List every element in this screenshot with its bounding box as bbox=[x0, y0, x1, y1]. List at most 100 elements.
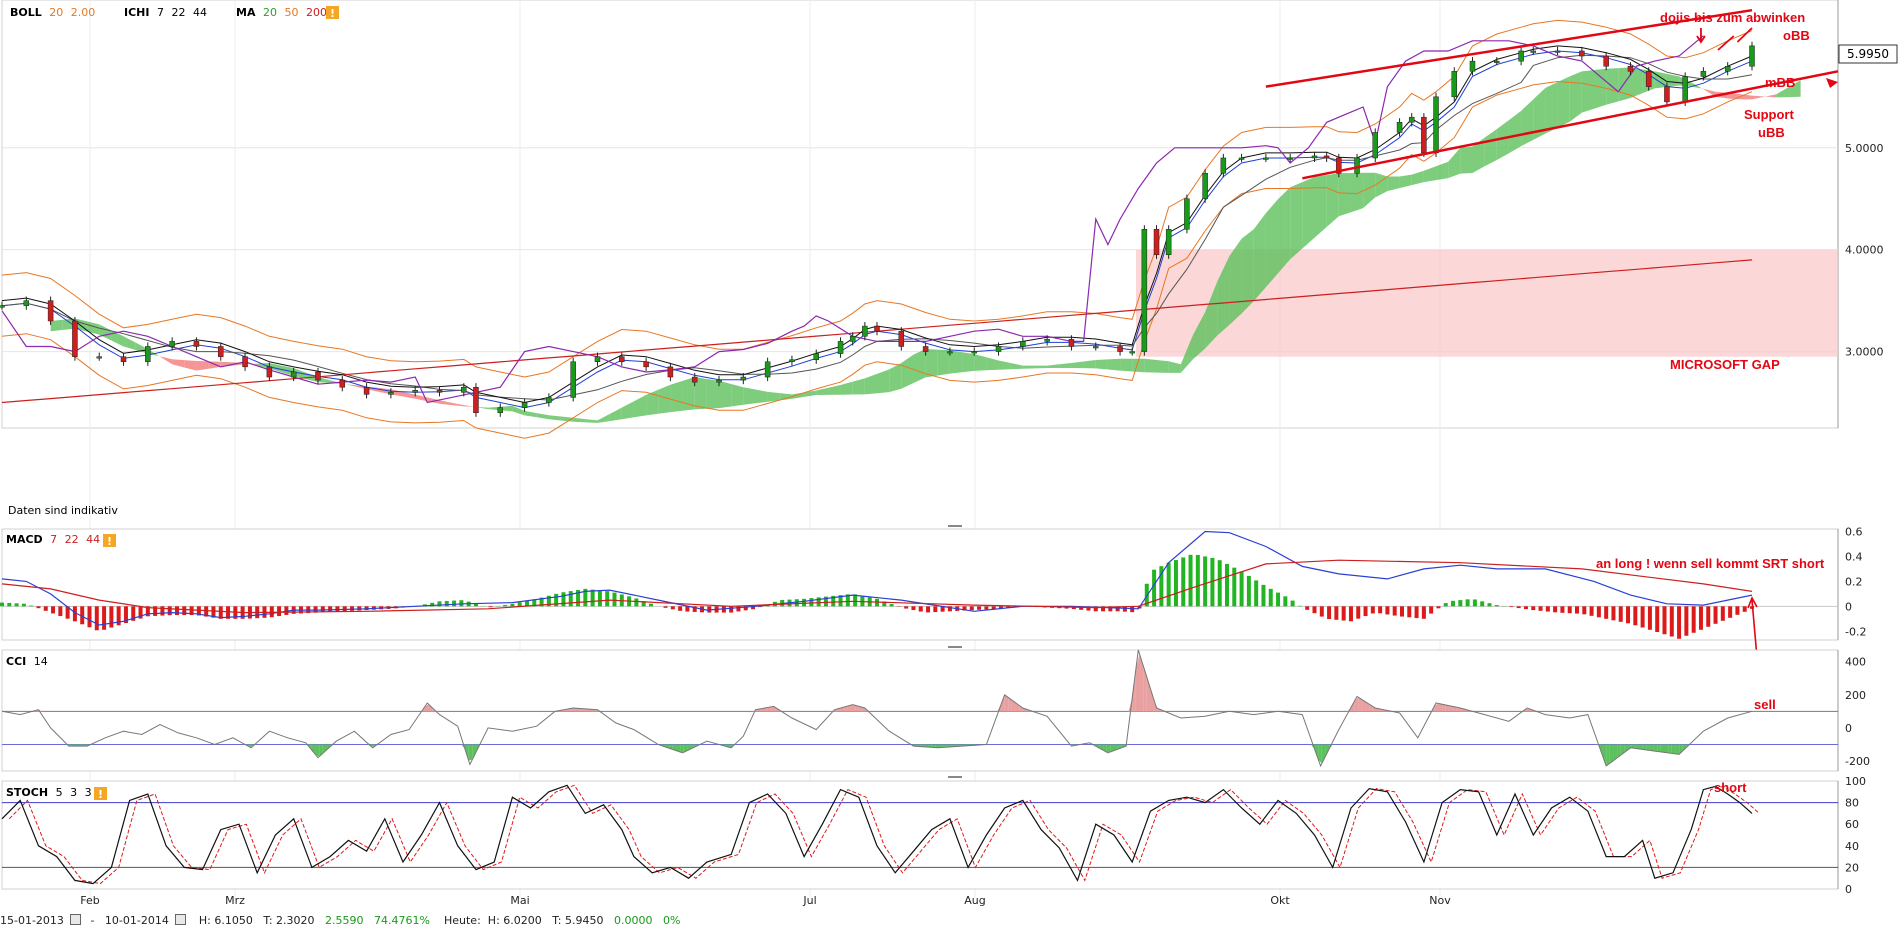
svg-text:5.9950: 5.9950 bbox=[1847, 47, 1889, 61]
macd-hist-bar bbox=[1261, 584, 1266, 607]
ichimoku-cloud-segment bbox=[1120, 358, 1133, 372]
ichimoku-cloud-segment bbox=[1423, 166, 1437, 183]
macd-hist-bar bbox=[1698, 606, 1703, 630]
svg-text:!: ! bbox=[98, 788, 103, 801]
candle bbox=[1627, 65, 1634, 72]
ichimoku-cloud-segment bbox=[1703, 88, 1716, 97]
macd-hist-bar bbox=[1516, 606, 1521, 609]
ichimoku-cloud-segment bbox=[1180, 335, 1193, 373]
ichimoku-cloud-segment bbox=[536, 413, 549, 420]
macd-hist-bar bbox=[350, 606, 354, 611]
boll-label[interactable]: BOLL 20 2.00 bbox=[10, 6, 95, 19]
cci-oversold-fill bbox=[680, 744, 684, 753]
cci-oversold-fill bbox=[1617, 744, 1621, 758]
macd-hist-bar bbox=[1443, 603, 1448, 607]
cci-oversold-fill bbox=[370, 744, 374, 747]
calendar-to-icon[interactable] bbox=[174, 914, 186, 925]
macd-tick-label: 0.2 bbox=[1845, 575, 1863, 588]
ichimoku-cloud-segment bbox=[609, 407, 622, 422]
cci-overbought-fill bbox=[1372, 706, 1377, 712]
ichimoku-cloud-segment bbox=[342, 383, 355, 387]
ichimoku-base-line bbox=[1, 45, 1753, 404]
ichimoku-cloud-segment bbox=[779, 393, 792, 401]
candle bbox=[1554, 50, 1561, 53]
ichimoku-cloud-segment bbox=[1095, 359, 1108, 370]
macd-hist-bar bbox=[167, 606, 172, 616]
annotation-support: Support bbox=[1744, 107, 1794, 122]
ichimoku-cloud-segment bbox=[1059, 363, 1072, 368]
macd-hist-bar bbox=[1217, 560, 1222, 607]
macd-hist-bar bbox=[357, 606, 362, 611]
ichimoku-cloud-segment bbox=[658, 384, 671, 414]
ichimoku-cloud-segment bbox=[475, 406, 489, 410]
footer-to[interactable]: 10-01-2014 bbox=[104, 914, 169, 927]
macd-hist-bar bbox=[1713, 606, 1718, 624]
ichimoku-cloud-segment bbox=[50, 319, 63, 332]
ichimoku-cloud-segment bbox=[1253, 213, 1266, 302]
macd-hist-bar bbox=[43, 606, 48, 611]
ichimoku-cloud-segment bbox=[1326, 173, 1339, 228]
ichimoku-cloud-segment bbox=[937, 349, 950, 376]
ichimoku-cloud-segment bbox=[1508, 110, 1522, 154]
macd-hist-bar bbox=[634, 598, 639, 607]
cci-overbought-fill bbox=[1365, 701, 1370, 712]
price-tick-label: 4.0000 bbox=[1845, 244, 1884, 257]
ichimoku-cloud-segment bbox=[597, 413, 610, 423]
ichimoku-cloud-segment bbox=[1363, 172, 1376, 209]
candle bbox=[145, 346, 151, 363]
stoch-label[interactable]: STOCH 5 3 3 bbox=[6, 786, 92, 799]
footer-pct: 74.4761% bbox=[374, 914, 430, 927]
candle bbox=[1336, 157, 1342, 174]
cci-overbought-fill bbox=[1449, 705, 1454, 712]
macd-hist-bar bbox=[525, 600, 529, 607]
price-panel: 3.0000 4.0000 5.0000 Feb Mrz Mai Jul Aug Okt Nov bbox=[0, 0, 1884, 907]
ichimoku-cloud-segment bbox=[1010, 363, 1023, 370]
macd-hist-bar bbox=[1553, 606, 1558, 613]
macd-hist-bar bbox=[1122, 606, 1127, 612]
annotation-ubb: uBB bbox=[1758, 125, 1785, 140]
candle bbox=[764, 361, 771, 378]
cci-panel: 400 200 0 -200 bbox=[1, 649, 1870, 778]
ichimoku-cloud-segment bbox=[962, 352, 975, 373]
ichimoku-cloud-segment bbox=[1533, 87, 1546, 140]
macd-hist-bar bbox=[1246, 575, 1251, 607]
ichimoku-cloud-segment bbox=[840, 381, 853, 395]
cci-label[interactable]: CCI 14 bbox=[6, 655, 48, 668]
ichimoku-cloud-segment bbox=[1460, 146, 1473, 174]
macd-hist-bar bbox=[1254, 580, 1259, 607]
cci-oversold-fill bbox=[1675, 744, 1680, 755]
chikou-line bbox=[1, 35, 1704, 404]
macd-hist-bar bbox=[131, 606, 136, 621]
ichimoku-cloud-segment bbox=[1776, 87, 1789, 98]
cci-frame bbox=[1, 649, 1839, 772]
macd-hist-bar bbox=[1341, 606, 1346, 621]
ichimoku-cloud-segment bbox=[1265, 199, 1279, 288]
ichi-label[interactable]: ICHI 7 22 44 bbox=[124, 6, 207, 19]
ichimoku-cloud-segment bbox=[706, 378, 720, 409]
calendar-from-icon[interactable] bbox=[69, 914, 81, 925]
macd-label[interactable]: MACD 7 22 44 bbox=[6, 533, 100, 546]
candle bbox=[521, 402, 528, 408]
macd-hist-bar bbox=[1545, 606, 1550, 612]
candle bbox=[96, 356, 102, 359]
candle bbox=[1220, 157, 1227, 174]
macd-warning-icon[interactable]: ! bbox=[103, 534, 116, 548]
ichimoku-cloud-segment bbox=[1156, 359, 1169, 373]
ichimoku-cloud-segment bbox=[1484, 129, 1497, 167]
candle bbox=[473, 386, 479, 413]
macd-hist-bar bbox=[1531, 606, 1536, 611]
candle bbox=[971, 351, 977, 354]
footer-from[interactable]: 15-01-2013 bbox=[0, 914, 64, 927]
ichimoku-cloud-segment bbox=[1350, 172, 1364, 213]
cci-oversold-fill bbox=[322, 744, 327, 754]
macd-hist-bar bbox=[583, 588, 588, 607]
cci-oversold-fill bbox=[938, 744, 943, 748]
ichimoku-cloud-segment bbox=[1436, 161, 1449, 181]
macd-hist-bar bbox=[1691, 606, 1696, 633]
arrow-sell-head bbox=[1747, 596, 1758, 609]
ma-warning-icon[interactable]: ! bbox=[326, 6, 339, 20]
macd-hist-bar bbox=[1575, 606, 1579, 614]
ichimoku-cloud-segment bbox=[828, 384, 841, 395]
stoch-warning-icon[interactable]: ! bbox=[94, 787, 107, 801]
ma-label[interactable]: MA 20 50 200 bbox=[236, 6, 327, 19]
